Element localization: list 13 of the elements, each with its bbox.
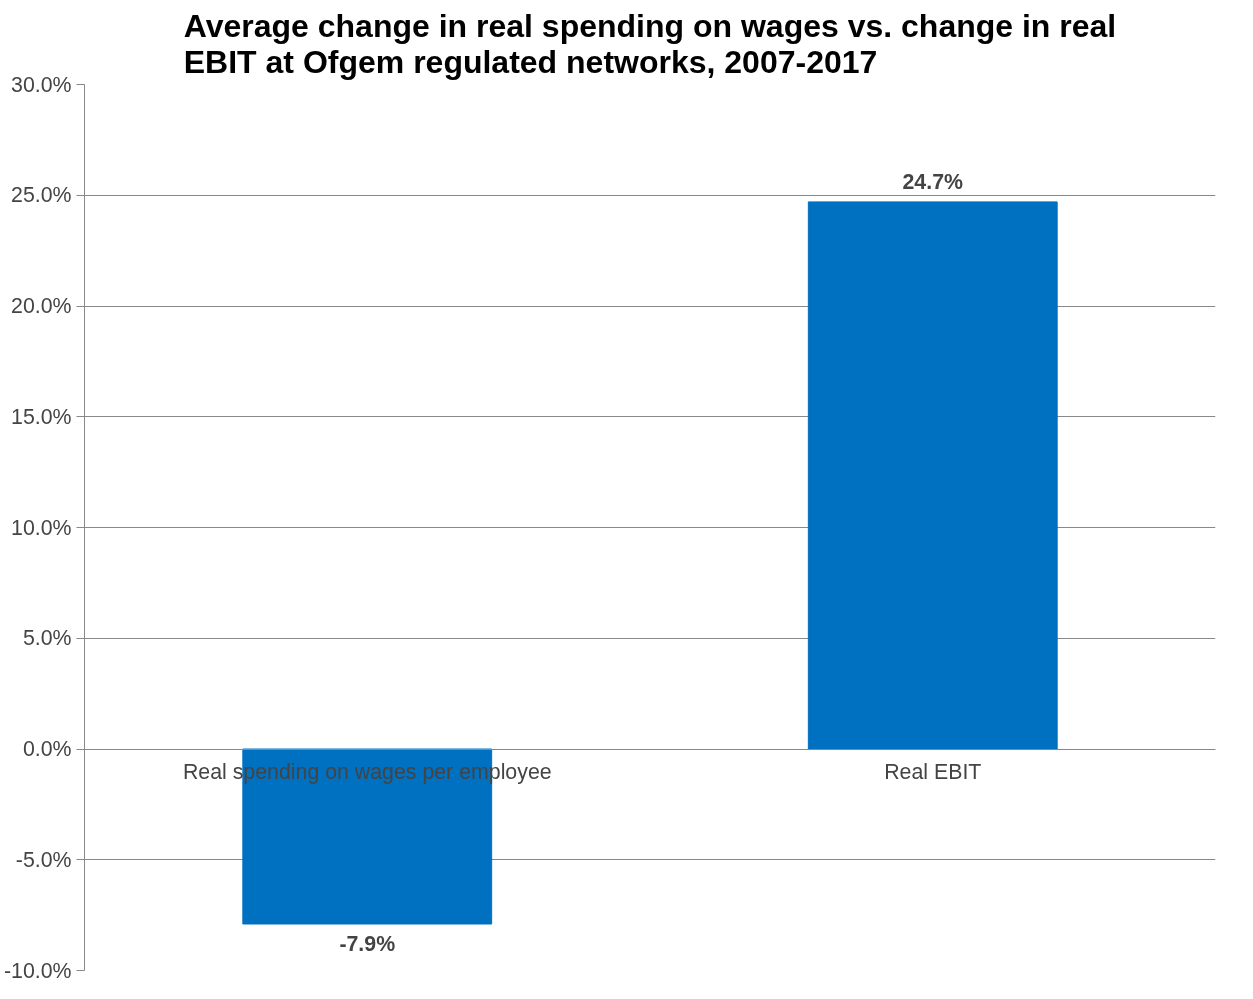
y-tick-label: -5.0% [15,847,72,872]
y-tick-label: -10.0% [3,958,72,983]
y-tick-label: 30.0% [11,72,72,97]
y-tick-label: 5.0% [22,626,72,651]
y-tick-label: 25.0% [11,183,72,208]
x-tick-label: Real EBIT [884,760,982,784]
y-tick-label: 15.0% [11,404,72,429]
y-tick-label: 10.0% [11,515,72,540]
data-label: -7.9% [339,931,396,956]
chart-title: Average change in real spending on wages vs. change in real EBIT at Ofgem regulated networks, 2007-2017 [183,7,1117,80]
y-tick-label: 20.0% [11,294,72,318]
y-tick-label: 0.0% [22,737,72,761]
data-label: 24.7% [902,169,964,194]
